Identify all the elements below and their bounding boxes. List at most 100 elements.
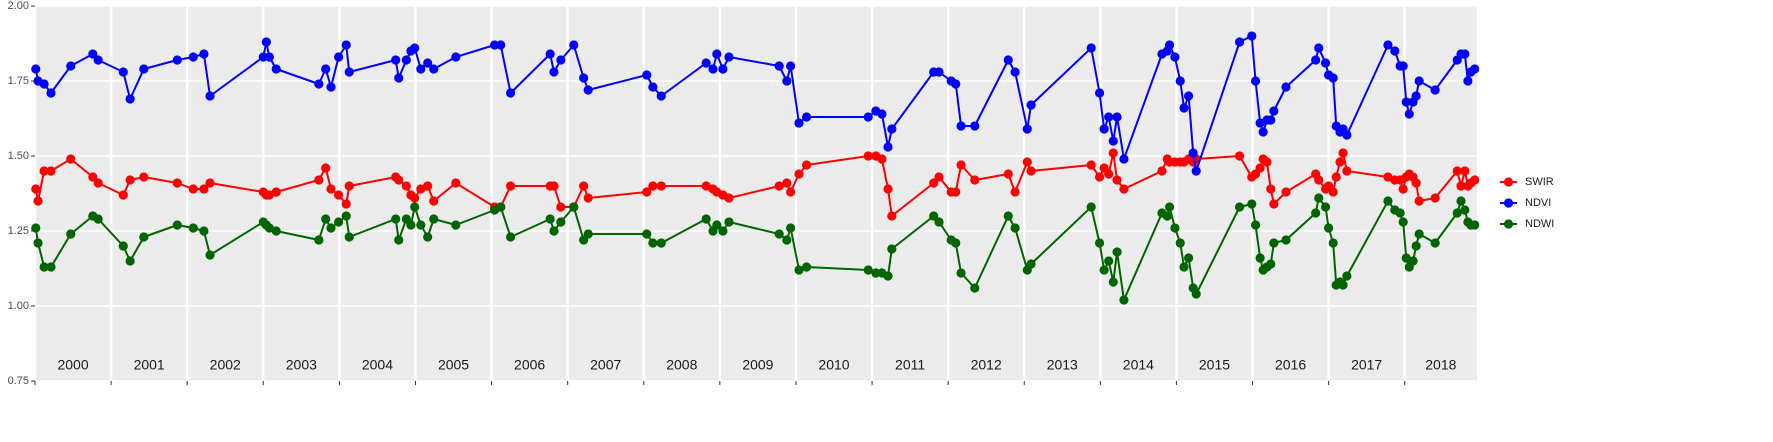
data-point: [1411, 91, 1421, 101]
data-point: [579, 181, 589, 191]
data-point: [344, 232, 354, 242]
data-point: [1022, 124, 1032, 134]
data-point: [1320, 58, 1331, 68]
data-point: [1314, 175, 1324, 185]
data-point: [549, 226, 559, 236]
data-point: [139, 232, 149, 242]
data-point: [1086, 202, 1096, 212]
data-point: [786, 187, 796, 197]
data-point: [394, 235, 404, 245]
data-point: [1395, 208, 1405, 218]
data-point: [1401, 253, 1411, 263]
data-point: [863, 112, 873, 122]
data-point: [1255, 118, 1265, 128]
data-point: [934, 172, 944, 182]
year-label: 2002: [210, 357, 241, 373]
data-point: [1398, 61, 1408, 71]
year-label: 2017: [1351, 357, 1382, 373]
data-point: [1452, 208, 1462, 218]
data-point: [724, 52, 734, 62]
data-point: [1179, 103, 1189, 113]
data-point: [1266, 259, 1276, 269]
data-point: [93, 214, 103, 224]
data-point: [1456, 196, 1466, 206]
data-point: [1112, 247, 1122, 257]
data-point: [545, 214, 555, 224]
data-point: [556, 202, 566, 212]
legend-key-point: [1503, 219, 1514, 229]
data-point: [46, 166, 56, 176]
data-point: [1026, 100, 1036, 110]
legend-label: SWIR: [1525, 176, 1554, 188]
data-point: [794, 265, 804, 275]
data-point: [344, 67, 354, 77]
data-point: [774, 61, 784, 71]
data-point: [1266, 115, 1276, 125]
year-label: 2012: [971, 357, 1002, 373]
data-point: [172, 220, 182, 230]
data-point: [1398, 184, 1408, 194]
data-point: [718, 226, 728, 236]
data-point: [1311, 55, 1321, 65]
data-point: [656, 181, 666, 191]
data-point: [877, 109, 887, 119]
data-point: [1184, 253, 1194, 263]
data-point: [1108, 148, 1118, 158]
year-label: 2014: [1123, 357, 1154, 373]
data-point: [951, 79, 961, 89]
data-point: [887, 211, 897, 221]
data-point: [93, 55, 103, 65]
year-label: 2004: [362, 357, 393, 373]
data-point: [1170, 52, 1180, 62]
data-point: [583, 229, 593, 239]
year-label: 2009: [742, 357, 773, 373]
data-point: [1094, 238, 1105, 248]
data-point: [549, 181, 559, 191]
data-point: [314, 175, 324, 185]
data-point: [1470, 175, 1480, 185]
data-point: [326, 223, 336, 233]
data-point: [423, 58, 433, 68]
data-point: [786, 61, 796, 71]
data-point: [88, 49, 98, 59]
legend-key-point: [1503, 198, 1514, 208]
data-point: [1170, 223, 1180, 233]
data-point: [583, 193, 593, 203]
data-point: [33, 238, 43, 248]
data-point: [391, 214, 401, 224]
data-point: [394, 175, 404, 185]
axes: 0.75 1.00 1.25 1.50 1.75 2.00 2000 2001 2002 2003…: [8, 0, 1457, 387]
data-point: [205, 91, 215, 101]
data-point: [31, 64, 41, 74]
data-point: [1430, 85, 1440, 95]
data-point: [188, 184, 198, 194]
data-point: [423, 181, 433, 191]
data-point: [496, 40, 506, 50]
data-point: [410, 43, 420, 53]
data-point: [1269, 199, 1279, 209]
data-point: [1108, 136, 1118, 146]
data-point: [642, 229, 652, 239]
data-point: [1094, 88, 1105, 98]
legend-label: NDWI: [1525, 218, 1554, 230]
data-point: [1162, 211, 1172, 221]
data-point: [887, 244, 897, 254]
data-point: [1460, 166, 1470, 176]
data-point: [39, 262, 49, 272]
data-point: [505, 88, 516, 98]
data-point: [118, 190, 128, 200]
data-point: [1255, 163, 1265, 173]
data-point: [701, 181, 711, 191]
data-point: [429, 196, 439, 206]
data-point: [1250, 76, 1261, 86]
data-point: [556, 217, 566, 227]
data-point: [264, 52, 274, 62]
data-point: [1010, 67, 1020, 77]
data-point: [583, 85, 593, 95]
data-point: [172, 55, 182, 65]
data-point: [794, 118, 804, 128]
year-label: 2015: [1199, 357, 1230, 373]
data-point: [334, 52, 344, 62]
data-point: [125, 175, 135, 185]
data-point: [172, 178, 182, 188]
